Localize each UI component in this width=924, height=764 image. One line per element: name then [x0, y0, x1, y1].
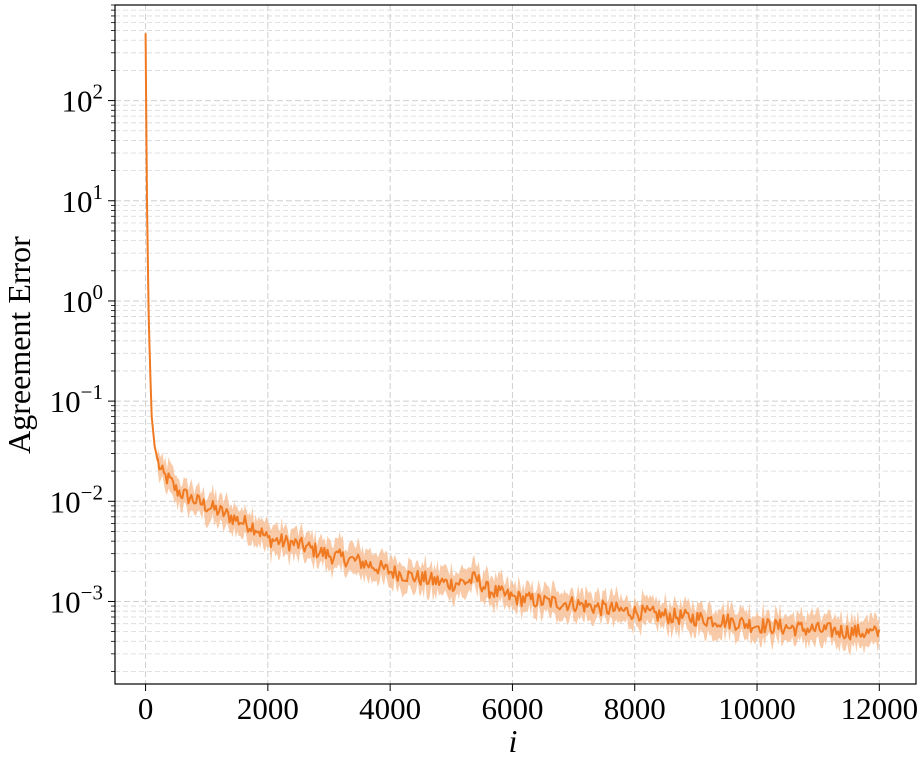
x-tick-label: 2000: [237, 691, 299, 726]
y-tick-label-base: 10: [50, 384, 81, 419]
x-axis-label: i: [509, 723, 518, 759]
plot-frame: [114, 4, 917, 685]
y-tick-label: 102: [62, 80, 104, 119]
y-tick-label: 100: [62, 280, 104, 319]
y-tick-label-base: 10: [62, 184, 93, 219]
y-tick-label-exponent: −3: [81, 580, 103, 604]
series-line-layer: [144, 33, 881, 641]
x-tick-label: 4000: [359, 691, 421, 726]
x-tick-label: 12000: [841, 691, 919, 726]
y-tick-label: 10−3: [50, 580, 103, 619]
x-tick-label: 10000: [718, 691, 796, 726]
x-tick-label: 6000: [481, 691, 543, 726]
grid: [115, 4, 916, 684]
y-tick-label-base: 10: [50, 484, 81, 519]
y-tick-label-exponent: 1: [93, 180, 104, 204]
x-tick-label: 0: [138, 691, 154, 726]
y-tick-label-exponent: 0: [93, 280, 104, 304]
y-axis-label: Agreement Error: [1, 236, 37, 454]
y-tick-label-exponent: 2: [93, 80, 104, 104]
y-tick-label: 10−2: [50, 480, 103, 519]
y-tick-label-base: 10: [50, 584, 81, 619]
y-tick-label-exponent: −2: [81, 480, 103, 504]
series-line: [144, 33, 881, 641]
y-tick-label: 101: [62, 180, 104, 219]
y-tick-label-base: 10: [62, 84, 93, 119]
x-tick-label: 8000: [604, 691, 666, 726]
y-tick-label-base: 10: [62, 284, 93, 319]
y-tick-label: 10−1: [50, 380, 103, 419]
y-tick-label-exponent: −1: [81, 380, 103, 404]
